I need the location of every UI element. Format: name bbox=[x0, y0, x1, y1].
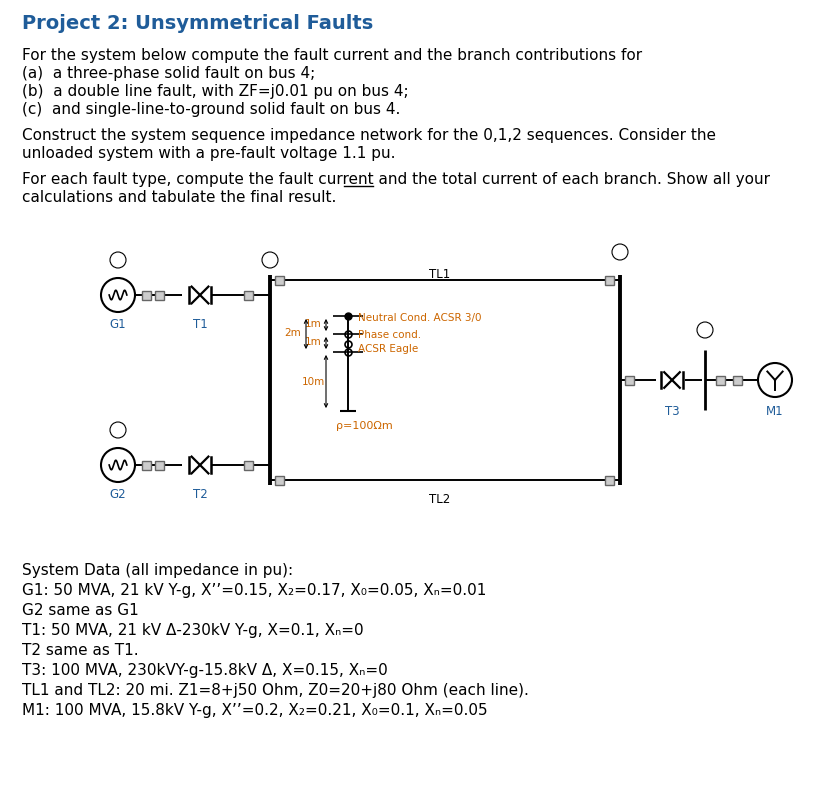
Text: T2: T2 bbox=[192, 488, 207, 501]
Text: TL1: TL1 bbox=[429, 268, 451, 281]
Text: 10m: 10m bbox=[302, 377, 325, 387]
Text: 4: 4 bbox=[617, 248, 623, 257]
Text: T2 same as T1.: T2 same as T1. bbox=[22, 643, 138, 658]
Text: Phase cond.: Phase cond. bbox=[358, 330, 421, 340]
Text: ρ=100Ωm: ρ=100Ωm bbox=[336, 421, 392, 431]
Text: M1: 100 MVA, 15.8kV Y-g, X’’=0.2, X₂=0.21, X₀=0.1, Xₙ=0.05: M1: 100 MVA, 15.8kV Y-g, X’’=0.2, X₂=0.2… bbox=[22, 703, 487, 718]
Text: 1m: 1m bbox=[305, 319, 322, 329]
Text: (c)  and single-line-to-ground solid fault on bus 4.: (c) and single-line-to-ground solid faul… bbox=[22, 102, 401, 117]
Bar bbox=[142, 460, 152, 470]
Text: For each fault type, compute the fault current and the total current of each bra: For each fault type, compute the fault c… bbox=[22, 172, 770, 187]
Circle shape bbox=[262, 252, 278, 268]
Text: T3: 100 MVA, 230kVY-g-15.8kV Δ, X=0.15, Xₙ=0: T3: 100 MVA, 230kVY-g-15.8kV Δ, X=0.15, … bbox=[22, 663, 387, 678]
Bar bbox=[245, 291, 253, 300]
Text: T1: 50 MVA, 21 kV Δ-230kV Y-g, X=0.1, Xₙ=0: T1: 50 MVA, 21 kV Δ-230kV Y-g, X=0.1, Xₙ… bbox=[22, 623, 364, 638]
Text: T1: T1 bbox=[192, 318, 207, 331]
Bar bbox=[716, 376, 726, 384]
Bar bbox=[626, 376, 635, 384]
Text: Neutral Cond. ACSR 3/0: Neutral Cond. ACSR 3/0 bbox=[358, 313, 481, 323]
Text: 1m: 1m bbox=[305, 337, 322, 347]
Text: 5: 5 bbox=[702, 325, 708, 336]
Text: TL1 and TL2: 20 mi. Z1=8+j50 Ohm, Z0=20+j80 Ohm (each line).: TL1 and TL2: 20 mi. Z1=8+j50 Ohm, Z0=20+… bbox=[22, 683, 529, 698]
Text: (a)  a three-phase solid fault on bus 4;: (a) a three-phase solid fault on bus 4; bbox=[22, 66, 315, 81]
Text: M1: M1 bbox=[766, 405, 784, 418]
Text: TL2: TL2 bbox=[429, 493, 451, 506]
Text: 2: 2 bbox=[115, 426, 121, 435]
Circle shape bbox=[612, 244, 628, 260]
Text: G2: G2 bbox=[110, 488, 127, 501]
Bar bbox=[276, 475, 285, 484]
Bar bbox=[734, 376, 742, 384]
Bar bbox=[606, 475, 615, 484]
Circle shape bbox=[697, 322, 713, 338]
Text: unloaded system with a pre-fault voltage 1.1 pu.: unloaded system with a pre-fault voltage… bbox=[22, 146, 396, 161]
Circle shape bbox=[110, 252, 126, 268]
Circle shape bbox=[110, 422, 126, 438]
Text: Project 2: Unsymmetrical Faults: Project 2: Unsymmetrical Faults bbox=[22, 14, 373, 33]
Text: Construct the system sequence impedance network for the 0,1,2 sequences. Conside: Construct the system sequence impedance … bbox=[22, 128, 716, 143]
Text: T3: T3 bbox=[665, 405, 680, 418]
Bar bbox=[156, 460, 164, 470]
Text: (b)  a double line fault, with ZF=j0.01 pu on bus 4;: (b) a double line fault, with ZF=j0.01 p… bbox=[22, 84, 409, 99]
Text: 1: 1 bbox=[115, 256, 121, 265]
Bar bbox=[276, 276, 285, 284]
Text: G1: G1 bbox=[110, 318, 127, 331]
Text: calculations and tabulate the final result.: calculations and tabulate the final resu… bbox=[22, 190, 337, 205]
Text: 3: 3 bbox=[267, 256, 273, 265]
Bar bbox=[142, 291, 152, 300]
Bar bbox=[245, 460, 253, 470]
Text: G1: 50 MVA, 21 kV Y-g, X’’=0.15, X₂=0.17, X₀=0.05, Xₙ=0.01: G1: 50 MVA, 21 kV Y-g, X’’=0.15, X₂=0.17… bbox=[22, 583, 486, 598]
Text: 2m: 2m bbox=[285, 328, 302, 338]
Text: G2 same as G1: G2 same as G1 bbox=[22, 603, 139, 618]
Bar bbox=[156, 291, 164, 300]
Text: System Data (all impedance in pu):: System Data (all impedance in pu): bbox=[22, 563, 293, 578]
Text: ACSR Eagle: ACSR Eagle bbox=[358, 344, 418, 354]
Bar bbox=[606, 276, 615, 284]
Text: For the system below compute the fault current and the branch contributions for: For the system below compute the fault c… bbox=[22, 48, 642, 63]
